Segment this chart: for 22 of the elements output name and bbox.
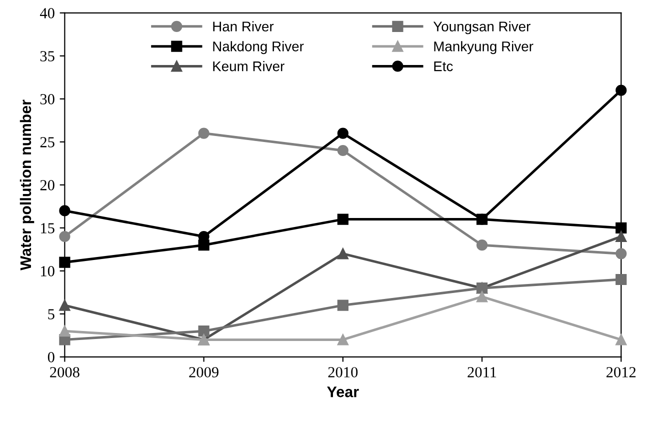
y-tick-label: 30 xyxy=(40,94,54,104)
x-tick-label: 2010 xyxy=(328,367,358,378)
y-axis-title: Water pollution number xyxy=(20,100,34,270)
legend-label: Keum River xyxy=(213,61,284,72)
y-tick-label: 0 xyxy=(48,352,54,362)
y-tick-label: 15 xyxy=(41,223,54,234)
x-tick-label: 2009 xyxy=(189,367,218,378)
y-tick-label: 5 xyxy=(48,309,54,320)
x-tick-label: 2008 xyxy=(50,367,80,378)
y-tick-label: 10 xyxy=(41,266,54,276)
legend-label: Youngsan River xyxy=(433,21,530,34)
y-tick-label: 40 xyxy=(40,8,54,18)
legend-label: Han River xyxy=(213,21,274,32)
legend-label: Etc xyxy=(434,62,453,72)
x-axis-title: Year xyxy=(327,386,359,398)
x-tick-label: 2012 xyxy=(606,367,636,378)
x-tick-label: 2011 xyxy=(468,367,496,378)
y-tick-label: 35 xyxy=(40,51,54,62)
y-tick-label: 20 xyxy=(40,180,54,190)
y-tick-label: 25 xyxy=(40,137,54,148)
legend-label: Mankyung River xyxy=(434,41,534,54)
legend-label: Nakdong River xyxy=(213,41,304,54)
